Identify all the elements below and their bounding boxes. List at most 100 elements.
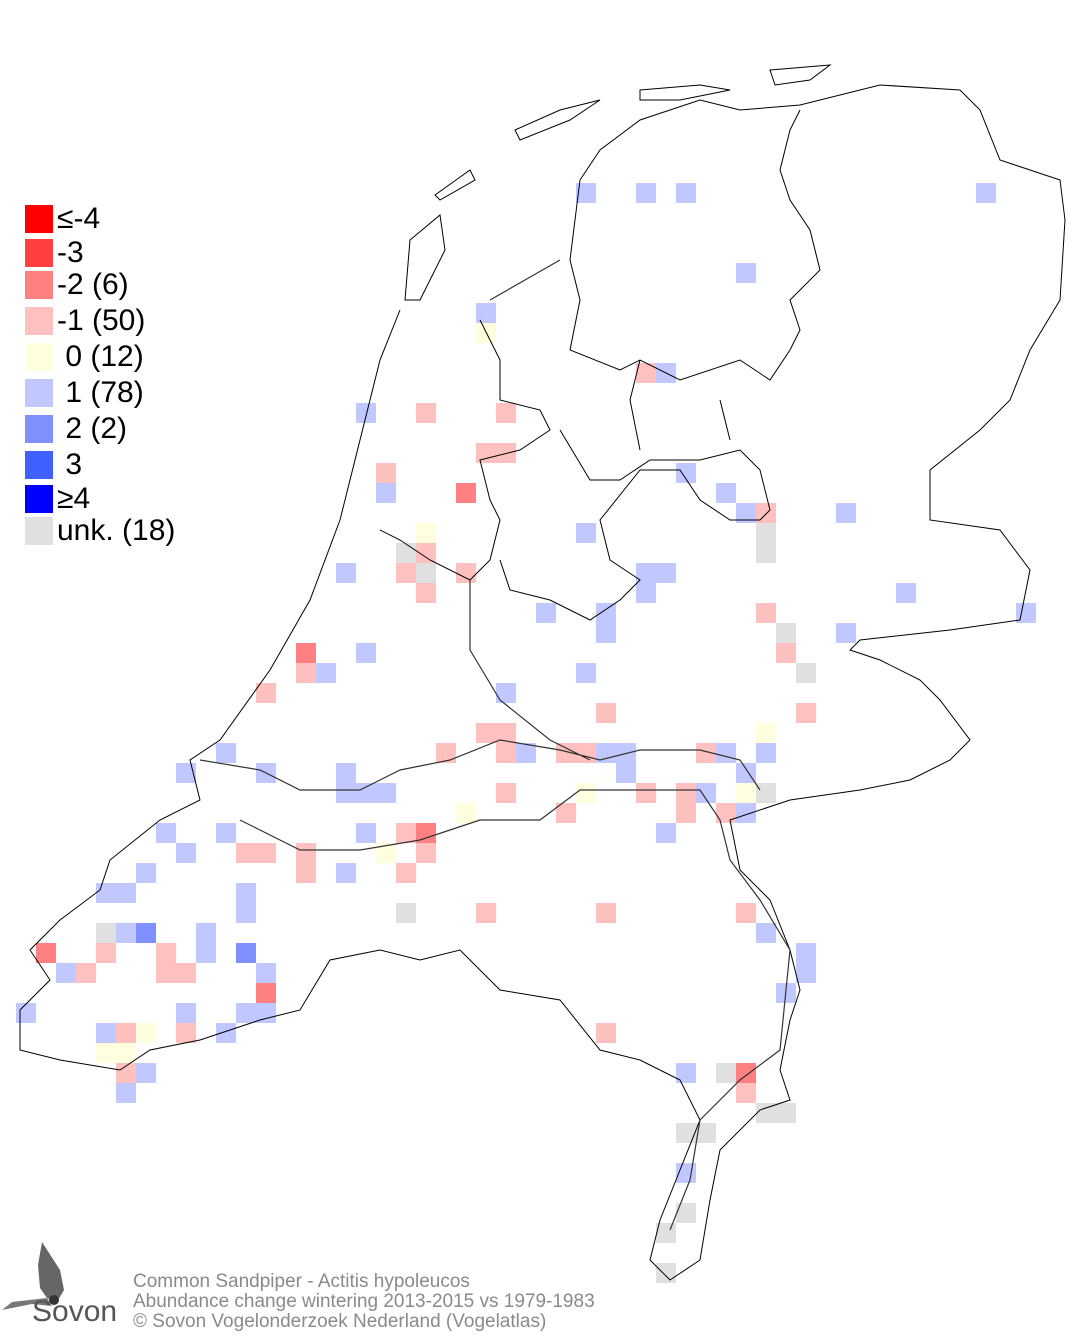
grid-cell xyxy=(236,903,256,923)
grid-cell xyxy=(36,943,56,963)
grid-cell xyxy=(416,823,436,843)
grid-cell xyxy=(496,723,516,743)
grid-cell xyxy=(396,823,416,843)
country-outline xyxy=(19,84,1066,1281)
grid-cell xyxy=(596,703,616,723)
grid-cell xyxy=(336,783,356,803)
grid-cell xyxy=(336,863,356,883)
legend-item: 1 (78) xyxy=(25,376,144,409)
grid-cell xyxy=(736,1083,756,1103)
grid-cell xyxy=(616,763,636,783)
grid-cell xyxy=(476,303,496,323)
grid-cell xyxy=(476,723,496,743)
grid-cell xyxy=(476,903,496,923)
legend-swatch xyxy=(25,451,53,479)
grid-cell xyxy=(256,963,276,983)
grid-cell xyxy=(556,743,576,763)
grid-cell xyxy=(156,943,176,963)
grid-cell xyxy=(676,803,696,823)
legend-item: 0 (12) xyxy=(25,342,144,372)
inner-sea-outline xyxy=(379,319,771,621)
grid-cell xyxy=(136,923,156,943)
grid-cell xyxy=(516,743,536,763)
grid-cell xyxy=(176,1003,196,1023)
legend-label: 2 (2) xyxy=(57,412,128,445)
grid-cell xyxy=(356,823,376,843)
grid-cell xyxy=(236,1003,256,1023)
grid-cell xyxy=(416,543,436,563)
grid-cell xyxy=(376,843,396,863)
grid-cell xyxy=(1016,603,1036,623)
grid-cell xyxy=(316,663,336,683)
grid-cell xyxy=(416,563,436,583)
map-caption: Common Sandpiper - Actitis hypoleucos Ab… xyxy=(133,1272,595,1332)
legend-label: -3 xyxy=(57,236,84,269)
grid-cell xyxy=(796,703,816,723)
species-name: Common Sandpiper - Actitis hypoleucos xyxy=(133,1271,470,1292)
grid-cell xyxy=(236,843,256,863)
grid-cell xyxy=(756,1103,776,1123)
grid-cell xyxy=(96,883,116,903)
legend-item: 3 xyxy=(25,448,83,481)
grid-cell xyxy=(656,563,676,583)
grid-cell xyxy=(356,403,376,423)
grid-cell xyxy=(116,1083,136,1103)
grid-cell xyxy=(296,663,316,683)
grid-cell xyxy=(836,503,856,523)
grid-cell xyxy=(256,843,276,863)
legend-label: 1 (78) xyxy=(57,376,144,409)
grid-cell xyxy=(676,783,696,803)
grid-cell xyxy=(416,583,436,603)
legend-swatch xyxy=(25,205,53,233)
grid-cell xyxy=(636,183,656,203)
legend-item: -1 (50) xyxy=(25,304,146,337)
grid-cell xyxy=(416,523,436,543)
grid-cell xyxy=(576,743,596,763)
legend-swatch xyxy=(25,307,53,335)
grid-cell xyxy=(716,483,736,503)
rivers xyxy=(199,259,791,1231)
grid-cell xyxy=(576,523,596,543)
grid-cell xyxy=(796,963,816,983)
grid-cell xyxy=(596,623,616,643)
grid-cell xyxy=(176,1023,196,1043)
legend-label: unk. (18) xyxy=(57,514,176,547)
grid-cell xyxy=(636,363,656,383)
grid-cell xyxy=(396,903,416,923)
grid-cell xyxy=(216,823,236,843)
grid-cell xyxy=(596,903,616,923)
grid-cell xyxy=(836,623,856,643)
grid-cell xyxy=(736,803,756,823)
grid-cell xyxy=(296,863,316,883)
grid-cell xyxy=(16,1003,36,1023)
legend-swatch xyxy=(25,415,53,443)
grid-cell xyxy=(216,1023,236,1043)
grid-cell xyxy=(216,743,236,763)
grid-cell xyxy=(496,783,516,803)
grid-cell xyxy=(96,943,116,963)
legend-item: -3 xyxy=(25,236,84,269)
grid-cell xyxy=(396,563,416,583)
legend-label: 3 xyxy=(57,448,83,481)
grid-cell xyxy=(156,823,176,843)
grid-cell xyxy=(696,783,716,803)
legend-item: 2 (2) xyxy=(25,412,128,445)
grid-cell xyxy=(156,963,176,983)
grid-cell xyxy=(756,743,776,763)
grid-cell xyxy=(496,403,516,423)
grid-cell xyxy=(116,883,136,903)
legend-item: ≥4 xyxy=(25,484,90,514)
legend-label: -1 (50) xyxy=(57,304,146,337)
grid-cell xyxy=(756,783,776,803)
legend-swatch xyxy=(25,343,53,371)
grid-cell xyxy=(656,1263,676,1283)
grid-cell xyxy=(736,783,756,803)
legend-label: ≤-4 xyxy=(57,202,101,235)
grid-cell xyxy=(796,663,816,683)
grid-cell xyxy=(636,583,656,603)
grid-cell xyxy=(716,1063,736,1083)
legend-swatch xyxy=(25,517,53,545)
grid-cell xyxy=(296,843,316,863)
grid-cell xyxy=(676,1203,696,1223)
